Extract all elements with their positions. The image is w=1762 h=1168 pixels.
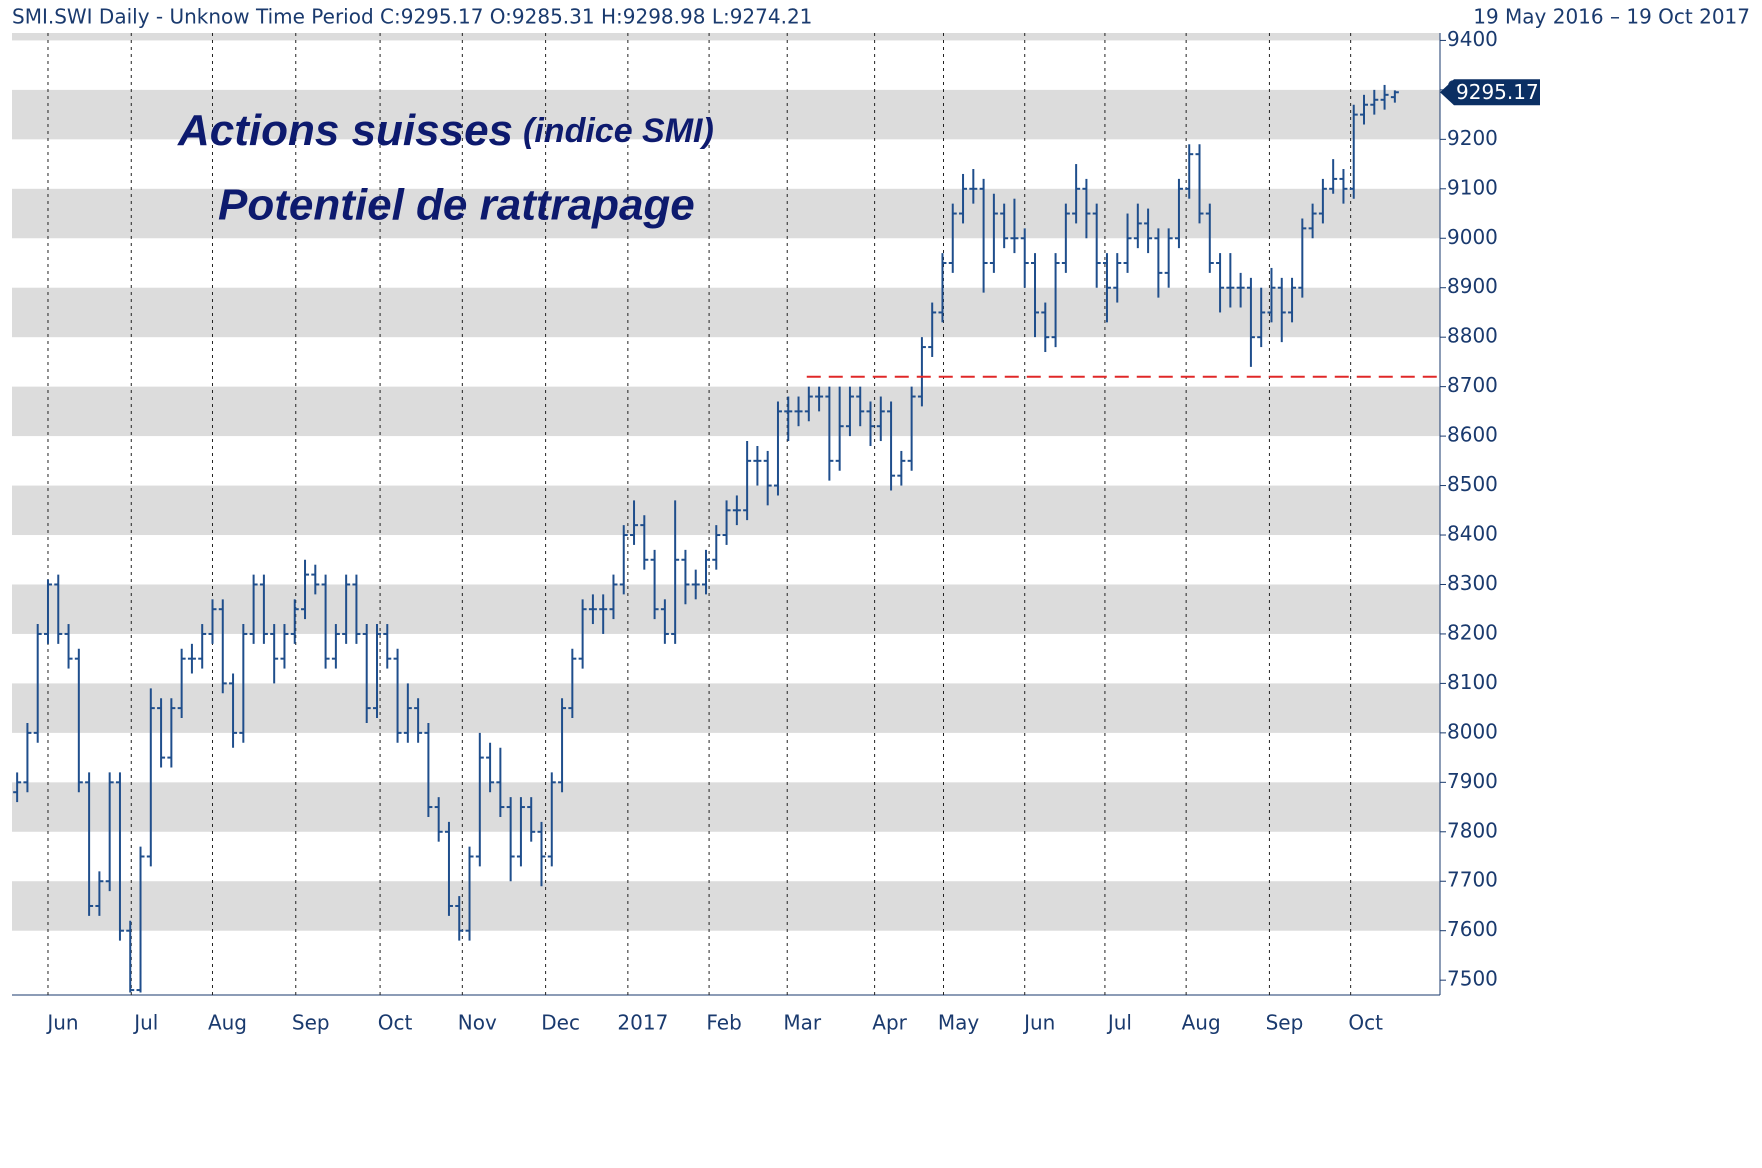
x-tick-label: Nov	[458, 1011, 497, 1035]
band	[12, 287, 1440, 338]
x-tick-label: Aug	[1182, 1011, 1221, 1035]
band	[12, 33, 1440, 41]
y-tick-label: 8400	[1447, 522, 1498, 546]
x-tick-label: Feb	[706, 1011, 741, 1035]
x-tick-label: Jul	[1106, 1011, 1132, 1035]
y-tick-label: 7500	[1447, 967, 1498, 991]
y-tick-label: 9100	[1447, 175, 1498, 199]
header: SMI.SWI Daily - Unknow Time Period C:929…	[12, 5, 812, 29]
band	[12, 881, 1440, 931]
band	[12, 782, 1440, 832]
x-tick-label: 2017	[617, 1011, 668, 1035]
x-tick-label: Jun	[1022, 1011, 1055, 1035]
x-tick-label: Oct	[1348, 1011, 1383, 1035]
band	[12, 683, 1440, 733]
y-tick-label: 7900	[1447, 769, 1498, 793]
y-tick-label: 9000	[1447, 225, 1498, 249]
x-tick-label: Sep	[1266, 1011, 1304, 1035]
y-tick-label: 8700	[1447, 373, 1498, 397]
x-tick-label: Aug	[208, 1011, 247, 1035]
y-tick-label: 9400	[1447, 27, 1498, 51]
date-range: 19 May 2016 – 19 Oct 2017	[1473, 5, 1750, 29]
x-tick-label: Mar	[783, 1011, 822, 1035]
band	[12, 89, 1440, 140]
x-tick-label: Jul	[132, 1011, 158, 1035]
x-tick-label: May	[938, 1011, 980, 1035]
price-tag-label: 9295.17	[1456, 80, 1539, 104]
band	[12, 584, 1440, 634]
annotation-subtitle: Potentiel de rattrapage	[218, 181, 695, 230]
x-tick-label: Apr	[872, 1011, 907, 1035]
y-tick-label: 8800	[1447, 324, 1498, 348]
y-tick-label: 8200	[1447, 620, 1498, 644]
annotation-title-main: Actions suisses	[177, 106, 513, 155]
y-tick-label: 8600	[1447, 423, 1498, 447]
y-tick-label: 7800	[1447, 818, 1498, 842]
y-tick-label: 8000	[1447, 719, 1498, 743]
y-tick-label: 8500	[1447, 472, 1498, 496]
band	[12, 386, 1440, 437]
annotation-title: Actions suisses (indice SMI)	[177, 106, 714, 155]
x-tick-label: Dec	[541, 1011, 580, 1035]
y-tick-label: 8100	[1447, 670, 1498, 694]
y-tick-label: 9200	[1447, 126, 1498, 150]
x-tick-label: Jun	[45, 1011, 78, 1035]
y-tick-label: 7600	[1447, 917, 1498, 941]
x-tick-label: Oct	[378, 1011, 413, 1035]
y-tick-label: 8900	[1447, 274, 1498, 298]
annotation-title-small: (indice SMI)	[523, 112, 714, 150]
y-tick-label: 8300	[1447, 571, 1498, 595]
price-tag	[1440, 79, 1540, 106]
x-tick-label: Sep	[292, 1011, 330, 1035]
y-tick-label: 7700	[1447, 868, 1498, 892]
